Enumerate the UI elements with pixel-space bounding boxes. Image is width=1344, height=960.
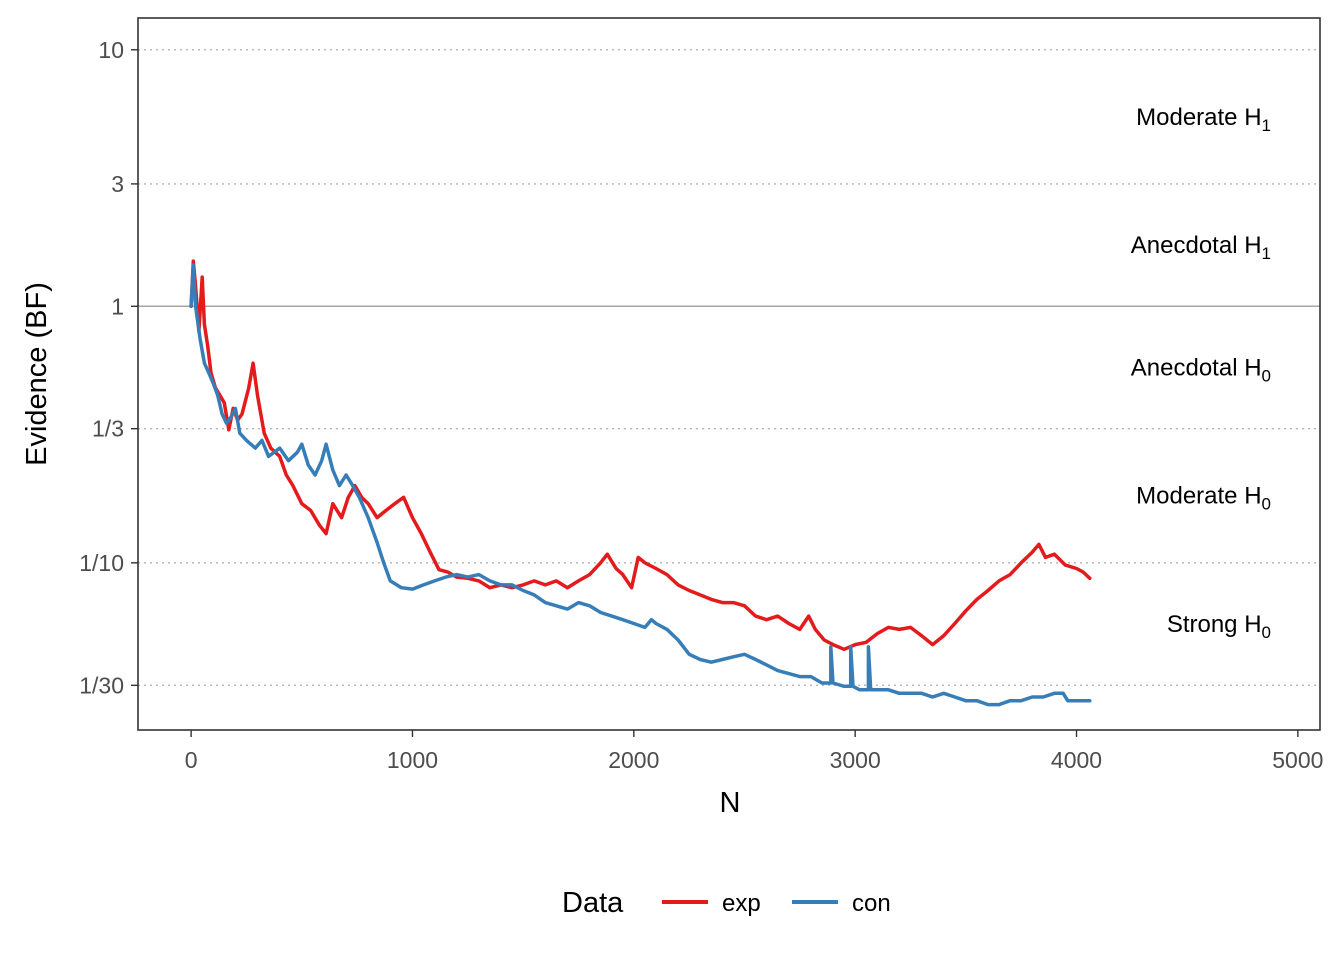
legend: Data exp con: [562, 887, 891, 919]
plot-panel: [138, 18, 1320, 730]
region-label: Anecdotal H1: [1131, 232, 1271, 263]
x-tick-label: 5000: [1272, 747, 1323, 773]
legend-label-exp: exp: [722, 890, 761, 917]
x-tick-label: 4000: [1051, 747, 1102, 773]
y-tick-label: 3: [111, 171, 124, 197]
x-axis: 0 1000 2000 3000 4000 5000: [185, 730, 1323, 773]
plot-border: [137, 17, 1321, 731]
series-line-exp: [189, 259, 1092, 652]
y-tick-label: 1/10: [79, 550, 124, 576]
y-axis-title: Evidence (BF): [21, 282, 53, 466]
region-label: Strong H0: [1167, 611, 1271, 642]
legend-title: Data: [562, 887, 624, 919]
plot-background: [138, 18, 1320, 730]
x-tick-label: 1000: [387, 747, 438, 773]
region-label: Anecdotal H0: [1131, 355, 1271, 386]
region-label: Moderate H0: [1136, 482, 1271, 513]
region-label: Moderate H1: [1136, 104, 1271, 135]
x-tick-label: 0: [185, 747, 198, 773]
legend-items: exp con: [662, 890, 891, 917]
series-layer: [189, 259, 1092, 707]
x-tick-label: 3000: [830, 747, 881, 773]
x-tick-label: 2000: [608, 747, 659, 773]
x-axis-title: N: [720, 787, 741, 819]
y-axis: 10 3 1 1/3 1/10 1/30: [79, 37, 138, 698]
legend-label-con: con: [852, 890, 891, 917]
y-tick-label: 1: [111, 293, 124, 319]
region-labels: Moderate H1 Anecdotal H1 Anecdotal H0 Moder…: [1131, 104, 1271, 642]
y-tick-label: 10: [98, 37, 124, 63]
series-line-con: [189, 263, 1092, 707]
y-tick-label: 1/3: [92, 416, 124, 442]
y-tick-label: 1/30: [79, 672, 124, 698]
